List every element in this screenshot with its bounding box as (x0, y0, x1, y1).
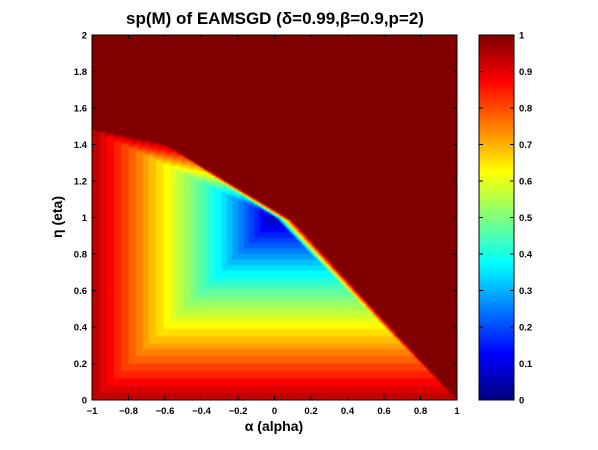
colorbar-tick-label: 0.3 (519, 286, 532, 297)
y-tick-label: 1.2 (74, 177, 87, 188)
x-tick-label: −0.4 (192, 406, 211, 417)
y-tick-label: 0.8 (74, 250, 87, 261)
y-tick-label: 0.6 (74, 286, 87, 297)
x-tick-label: 0.2 (304, 406, 317, 417)
y-axis-label: η (eta) (49, 196, 65, 238)
colorbar-gradient (479, 35, 514, 400)
plot-area (91, 34, 458, 401)
x-tick-label: −0.2 (229, 406, 248, 417)
colorbar: 0 0.1 0.2 0.3 0.4 0.5 0.6 0.7 0.8 0.9 1 (478, 31, 533, 407)
y-tick-label: 1.6 (74, 104, 87, 115)
y-tick-label: 1.4 (74, 140, 88, 151)
x-axis: −1 −0.8 −0.6 −0.4 −0.2 0 0.2 0.4 0.6 0.8 1 (87, 35, 460, 417)
x-tick-label: 0 (272, 406, 277, 417)
y-tick-label: 1.8 (74, 67, 87, 78)
y-tick-label: 0.2 (74, 359, 87, 370)
colorbar-tick-label: 0.6 (519, 177, 532, 188)
x-tick-label: −1 (87, 406, 99, 417)
x-axis-label: α (alpha) (245, 418, 303, 434)
y-tick-label: 2 (82, 31, 87, 42)
colorbar-tick-label: 0.1 (519, 359, 533, 370)
y-tick-label: 1 (82, 213, 88, 224)
x-tick-label: −0.6 (156, 406, 175, 417)
y-axis: 0 0.2 0.4 0.6 0.8 1 1.2 1.4 1.6 1.8 2 (74, 31, 457, 407)
heatmap-image (92, 35, 457, 400)
colorbar-tick-label: 0.5 (519, 213, 533, 224)
x-tick-label: −0.8 (119, 406, 138, 417)
y-tick-label: 0 (82, 396, 87, 407)
x-tick-label: 0.8 (414, 406, 427, 417)
y-tick-label: 0.4 (74, 323, 88, 334)
chart-title: sp(M) of EAMSGD (δ=0.99,β=0.9,p=2) (126, 9, 424, 28)
colorbar-tick-label: 1 (519, 31, 525, 42)
colorbar-tick-label: 0.4 (519, 250, 533, 261)
colorbar-tick-label: 0.7 (519, 140, 532, 151)
colorbar-tick-label: 0.8 (519, 104, 532, 115)
colorbar-tick-label: 0 (519, 396, 524, 407)
x-tick-label: 0.4 (341, 406, 355, 417)
x-tick-label: 0.6 (377, 406, 390, 417)
colorbar-tick-label: 0.9 (519, 67, 532, 78)
x-tick-label: 1 (454, 406, 460, 417)
colorbar-tick-label: 0.2 (519, 323, 532, 334)
colorbar-ticks: 0 0.1 0.2 0.3 0.4 0.5 0.6 0.7 0.8 0.9 1 (479, 31, 533, 407)
